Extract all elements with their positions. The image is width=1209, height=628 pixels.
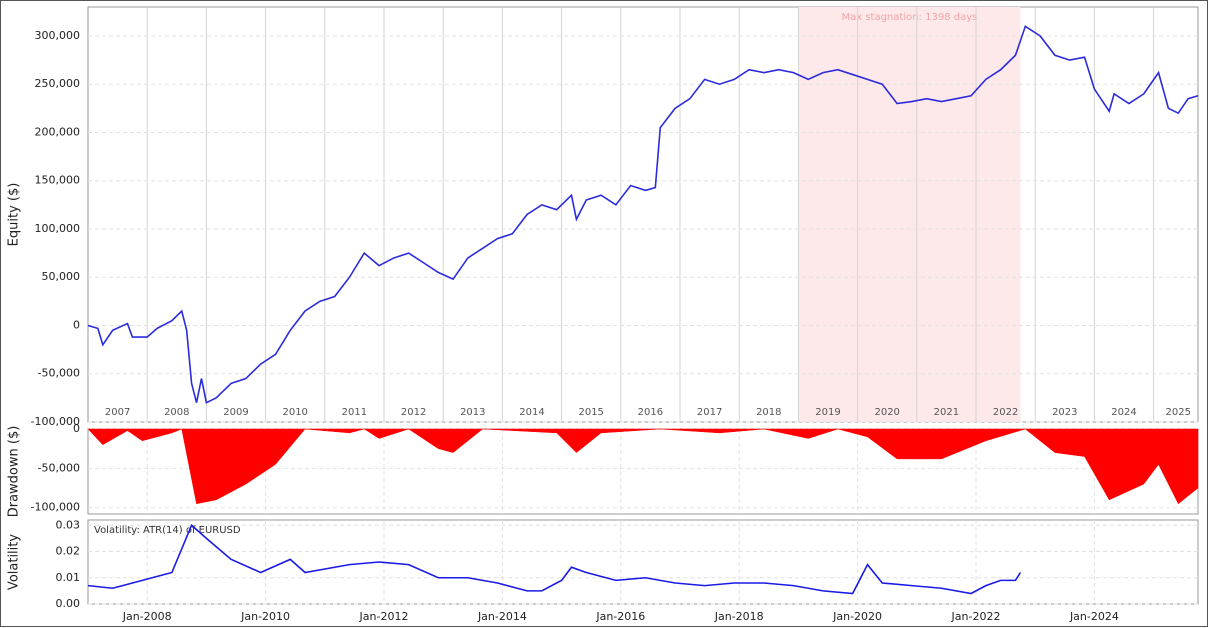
panel-title: Volatility: ATR(14) of EURUSD: [94, 525, 241, 536]
x-tick-label: Jan-2010: [240, 610, 290, 623]
x-tick-label: Jan-2020: [832, 610, 882, 623]
y-tick-label: 100,000: [35, 222, 81, 235]
y-tick-label: 0: [73, 422, 80, 435]
y-tick-label: 0.02: [56, 545, 81, 558]
x-tick-label: Jan-2008: [122, 610, 172, 623]
plot-area: [87, 6, 1199, 423]
y-axis-label: Drawdown ($): [7, 426, 22, 518]
x-tick-label: Jan-2016: [595, 610, 645, 623]
year-label: 2013: [460, 407, 485, 418]
stagnation-band: [798, 7, 1021, 422]
x-tick-label: Jan-2012: [359, 610, 409, 623]
year-label: 2023: [1052, 407, 1077, 418]
year-label: 2014: [519, 407, 544, 418]
y-tick-label: 250,000: [35, 77, 81, 90]
year-label: 2011: [342, 407, 367, 418]
equity-line: [87, 25, 1199, 404]
year-label: 2009: [223, 407, 248, 418]
y-tick-label: 200,000: [35, 125, 81, 138]
year-label: 2024: [1111, 407, 1136, 418]
x-tick-label: Jan-2024: [1069, 610, 1119, 623]
year-label: 2007: [105, 407, 130, 418]
y-tick-label: -100,000: [31, 501, 80, 514]
year-label: 2016: [638, 407, 663, 418]
y-axis-label: Equity ($): [7, 183, 22, 247]
x-tick-label: Jan-2022: [951, 610, 1001, 623]
y-tick-label: -50,000: [38, 461, 80, 474]
plot-area: [87, 519, 1199, 605]
y-tick-label: 300,000: [35, 29, 81, 42]
year-label: 2021: [934, 407, 959, 418]
year-label: 2010: [282, 407, 307, 418]
x-tick-label: Jan-2018: [714, 610, 764, 623]
year-label: 2008: [164, 407, 189, 418]
y-tick-label: -50,000: [38, 367, 80, 380]
y-tick-label: 0.00: [56, 597, 81, 610]
x-tick-label: Jan-2014: [477, 610, 527, 623]
y-axis-label: Volatility: [7, 534, 22, 590]
stagnation-label: Max stagnation: 1398 days: [841, 12, 977, 23]
year-label: 2017: [697, 407, 722, 418]
year-label: 2018: [756, 407, 781, 418]
year-label: 2020: [874, 407, 899, 418]
y-tick-label: 0.03: [56, 518, 81, 531]
y-tick-label: -100,000: [31, 415, 80, 428]
y-tick-label: 0: [73, 318, 80, 331]
equity-line: [87, 523, 1022, 595]
y-tick-label: 50,000: [42, 270, 81, 283]
year-label: 2012: [401, 407, 426, 418]
year-label: 2015: [578, 407, 603, 418]
drawdown-area: [87, 428, 1199, 505]
year-label: 2019: [815, 407, 840, 418]
year-label: 2022: [993, 407, 1018, 418]
y-tick-label: 150,000: [35, 174, 81, 187]
y-tick-label: 0.01: [56, 571, 81, 584]
year-label: 2025: [1166, 407, 1191, 418]
